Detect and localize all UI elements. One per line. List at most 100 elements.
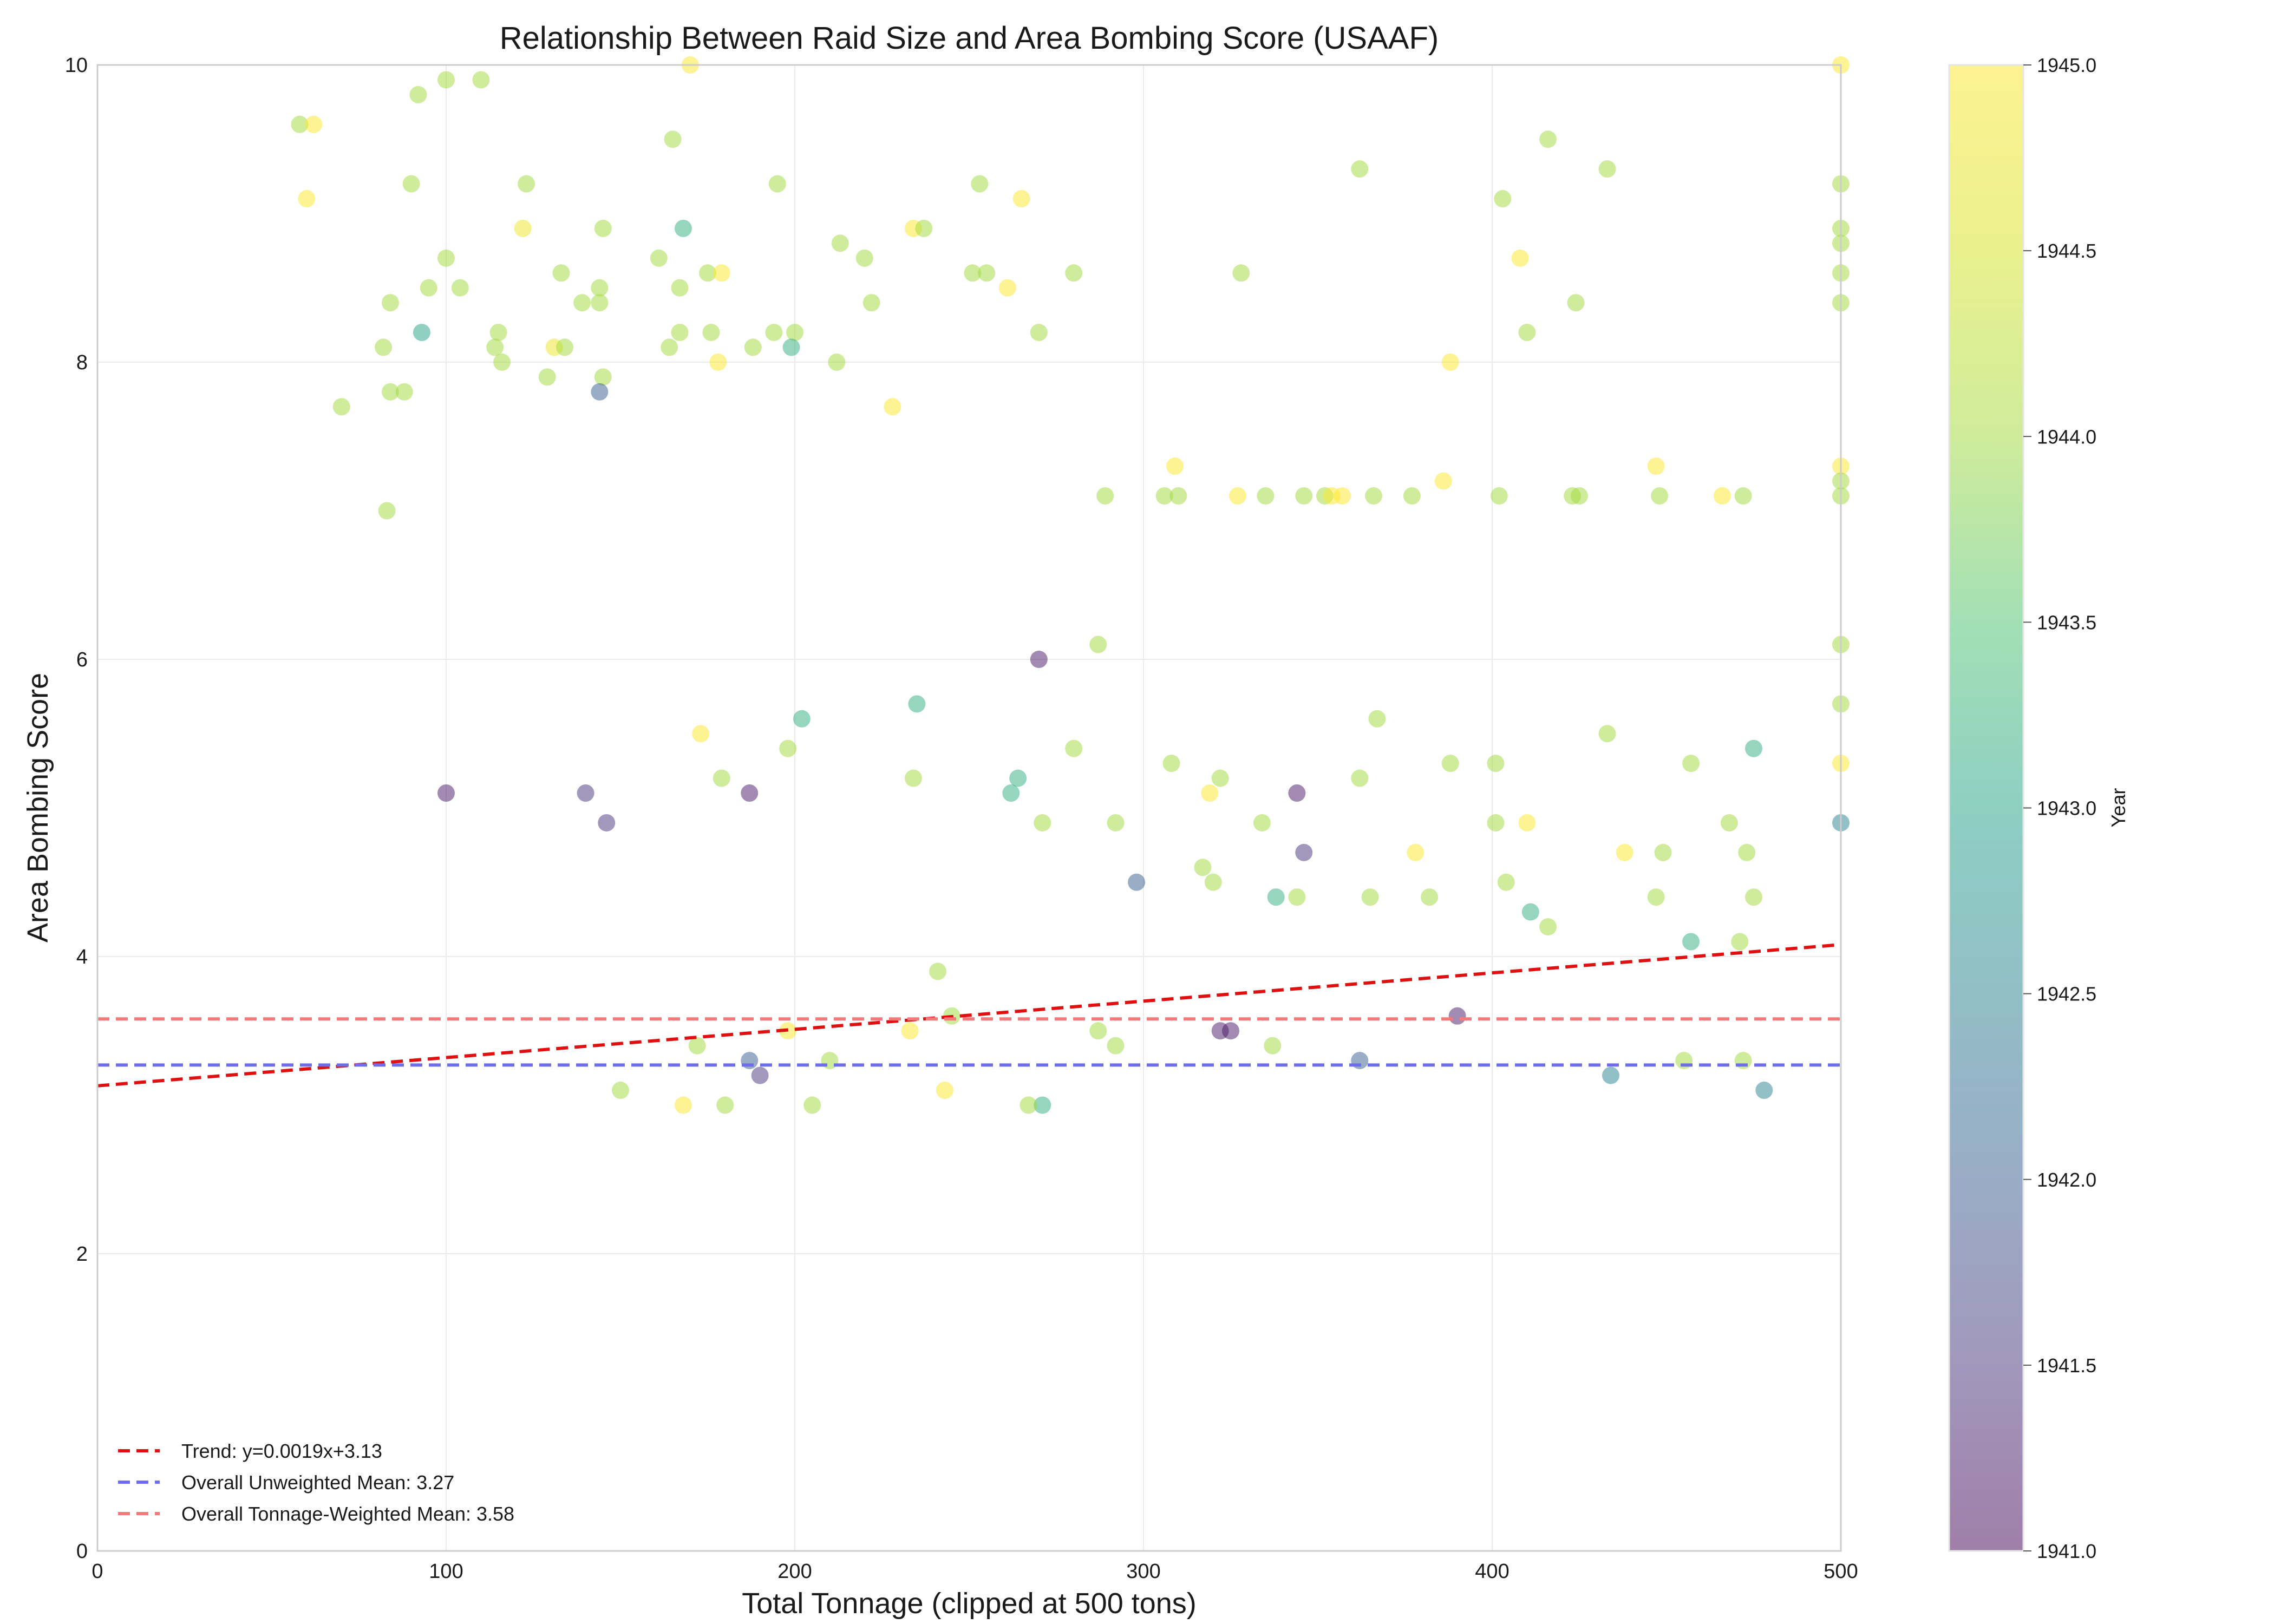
data-point (437, 784, 455, 802)
data-point (713, 264, 730, 282)
data-point (1020, 1096, 1037, 1114)
data-point (1211, 769, 1229, 787)
data-point (1211, 1022, 1229, 1040)
data-point (591, 294, 609, 312)
data-point (964, 264, 982, 282)
data-point (782, 338, 800, 356)
data-point (716, 1096, 734, 1114)
data-point (1448, 1007, 1466, 1025)
data-point (1647, 457, 1665, 475)
data-point (1257, 487, 1275, 505)
colorbar-tick-label: 1943.0 (2037, 797, 2096, 820)
data-point (1096, 487, 1114, 505)
legend: Trend: y=0.0019x+3.13 Overall Unweighted … (118, 1440, 514, 1525)
data-point (1403, 487, 1421, 505)
data-point (1738, 843, 1756, 861)
data-point (1351, 160, 1369, 178)
x-tick-label: 100 (429, 1560, 463, 1583)
y-tick-label: 10 (65, 54, 88, 77)
data-point (489, 324, 507, 342)
data-point (1089, 636, 1107, 653)
data-point (1002, 784, 1020, 802)
data-point (1334, 487, 1351, 505)
data-point (486, 338, 504, 356)
data-point (1169, 487, 1187, 505)
y-axis-ticks: 0 2 4 6 8 10 (65, 54, 88, 1563)
data-point (1264, 1037, 1282, 1055)
data-point (1755, 1082, 1773, 1099)
data-point (472, 71, 490, 89)
data-point (451, 279, 469, 297)
data-point (1166, 457, 1184, 475)
data-point (1434, 472, 1452, 490)
data-point (884, 398, 901, 416)
data-point (594, 219, 612, 237)
data-point (674, 219, 692, 237)
colorbar-ticks: 1941.0 1941.5 1942.0 1942.5 1943.0 1943.5 1944… (2023, 54, 2096, 1562)
data-point (577, 784, 594, 802)
data-point (381, 294, 399, 312)
data-point (908, 695, 926, 713)
data-point (1745, 888, 1762, 906)
data-point (552, 264, 570, 282)
legend-label: Overall Unweighted Mean: 3.27 (181, 1471, 454, 1494)
data-point (1128, 873, 1146, 891)
data-point (1204, 873, 1222, 891)
y-tick-label: 8 (76, 351, 88, 374)
data-point (493, 353, 511, 371)
data-point (291, 115, 309, 133)
data-point (915, 219, 933, 237)
data-point (904, 769, 922, 787)
data-point (855, 249, 873, 267)
data-point (1232, 264, 1250, 282)
data-point (709, 353, 727, 371)
data-point (978, 264, 996, 282)
data-point (929, 962, 947, 980)
data-point (1518, 814, 1536, 831)
data-point (591, 383, 609, 401)
data-point (1162, 755, 1180, 772)
data-point (1229, 487, 1246, 505)
data-point (1034, 814, 1051, 831)
y-tick-label: 2 (76, 1243, 88, 1266)
colorbar-tick-label: 1942.5 (2037, 983, 2096, 1005)
data-point (1089, 1022, 1107, 1040)
data-point (998, 279, 1016, 297)
colorbar-tick-label: 1944.5 (2037, 240, 2096, 262)
data-point (1714, 487, 1731, 505)
data-point (395, 383, 413, 401)
data-point (1351, 769, 1369, 787)
data-point (594, 368, 612, 386)
data-point (437, 249, 455, 267)
data-point (1267, 888, 1285, 906)
chart-title: Relationship Between Raid Size and Area … (500, 21, 1439, 56)
colorbar-tick-label: 1945.0 (2037, 54, 2096, 76)
y-tick-label: 6 (76, 649, 88, 671)
data-point (1368, 710, 1386, 728)
data-point (514, 219, 532, 237)
data-point (378, 502, 396, 520)
data-point (765, 324, 783, 342)
data-point (1030, 651, 1048, 668)
data-point (1518, 324, 1536, 342)
colorbar (1948, 64, 2024, 1552)
data-point (1654, 843, 1672, 861)
data-point (1365, 487, 1383, 505)
data-point (1616, 843, 1633, 861)
data-point (1201, 784, 1219, 802)
colorbar-tick-label: 1942.0 (2037, 1169, 2096, 1191)
data-point (413, 324, 430, 342)
reference-line-0 (97, 943, 1841, 1088)
data-point (1361, 888, 1379, 906)
data-point (409, 86, 427, 103)
data-point (671, 324, 689, 342)
scatter-points (291, 56, 1850, 1114)
x-tick-label: 400 (1475, 1560, 1509, 1583)
data-point (713, 769, 730, 787)
data-point (1731, 933, 1749, 951)
data-point (786, 324, 803, 342)
data-point (556, 338, 573, 356)
data-point (1487, 755, 1505, 772)
data-point (381, 383, 399, 401)
data-point (702, 324, 720, 342)
